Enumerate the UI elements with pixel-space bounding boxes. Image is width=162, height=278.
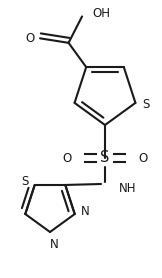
Text: N: N <box>81 205 90 217</box>
Text: O: O <box>138 152 148 165</box>
Text: N: N <box>50 237 58 250</box>
Text: O: O <box>25 32 35 45</box>
Text: S: S <box>100 150 110 165</box>
Text: O: O <box>62 152 72 165</box>
Text: S: S <box>21 175 28 188</box>
Text: S: S <box>143 98 150 111</box>
Text: OH: OH <box>92 7 110 20</box>
Text: NH: NH <box>119 182 137 195</box>
